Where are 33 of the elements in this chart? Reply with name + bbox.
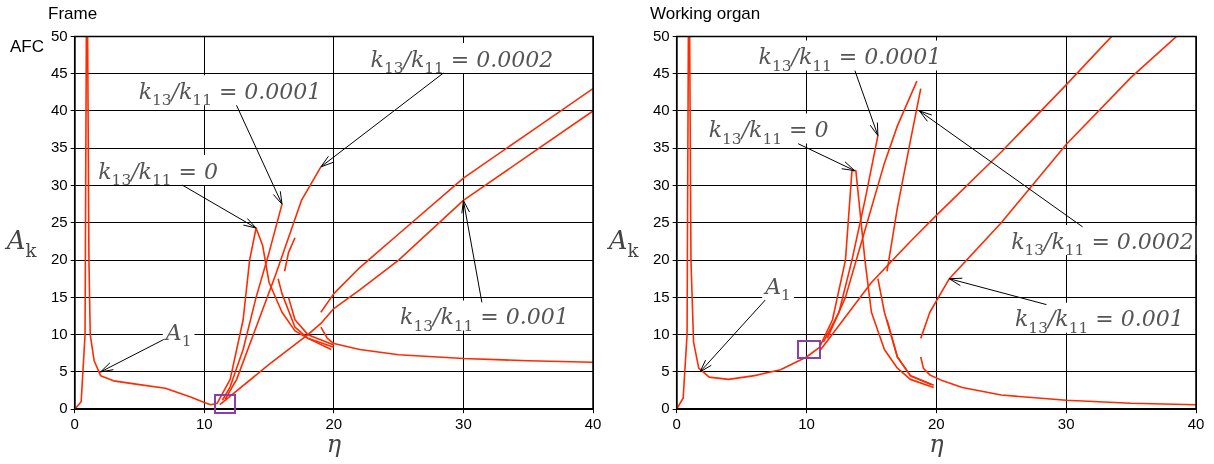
y-tick-label: 50 bbox=[653, 26, 670, 44]
x-tick-label: 40 bbox=[584, 415, 602, 433]
y-tick-label: 25 bbox=[51, 212, 68, 230]
y-tick-label: 45 bbox=[653, 63, 670, 81]
y-tick-label: 45 bbox=[51, 63, 68, 81]
y-tick-label: 35 bbox=[653, 138, 670, 156]
y-tick-label: 20 bbox=[51, 250, 68, 268]
x-tick-label: 40 bbox=[1187, 415, 1205, 433]
y-tick-label: 35 bbox=[51, 138, 68, 156]
x-tick-label: 0 bbox=[672, 415, 681, 433]
y-tick-label: 30 bbox=[51, 175, 68, 193]
x-tick-label: 30 bbox=[455, 415, 472, 433]
y-tick-label: 10 bbox=[653, 324, 670, 342]
y-tick-label: 10 bbox=[51, 324, 68, 342]
chart-title: Working organ bbox=[650, 3, 761, 23]
chart-title: Frame bbox=[48, 3, 98, 23]
x-tick-label: 30 bbox=[1057, 415, 1075, 433]
y-tick-label: 40 bbox=[653, 101, 670, 119]
y-tick-label: 20 bbox=[653, 250, 670, 268]
y-tick-label: 40 bbox=[51, 101, 68, 119]
y-tick-label: 0 bbox=[59, 399, 68, 417]
y-tick-label: 25 bbox=[653, 212, 670, 230]
y-tick-label: 50 bbox=[51, 26, 68, 44]
x-tick-label: 10 bbox=[798, 415, 815, 433]
y-tick-label: 5 bbox=[59, 362, 68, 380]
y-tick-label: 5 bbox=[661, 362, 670, 380]
y-tick-label: 15 bbox=[653, 287, 670, 305]
y-tick-label: 30 bbox=[653, 175, 670, 193]
x-tick-label: 0 bbox=[70, 415, 79, 433]
x-tick-label: 10 bbox=[195, 415, 213, 433]
text: AFC bbox=[10, 37, 44, 57]
y-tick-label: 0 bbox=[661, 399, 670, 417]
y-tick-label: 15 bbox=[51, 287, 68, 305]
